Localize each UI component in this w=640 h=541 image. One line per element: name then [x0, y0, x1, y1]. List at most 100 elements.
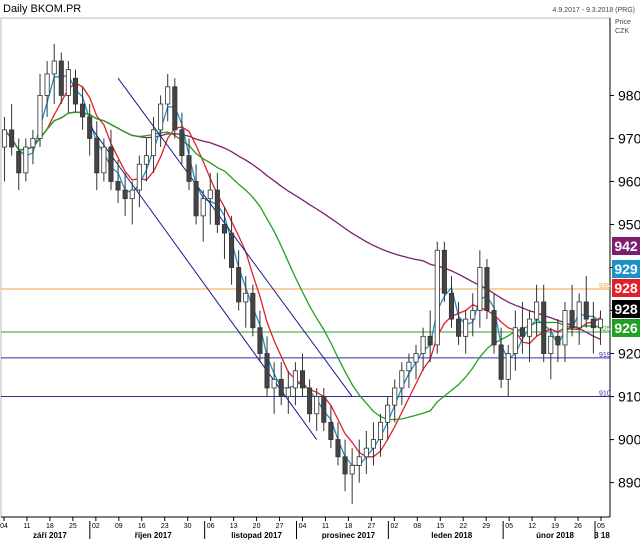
y-tick-960: 960: [618, 173, 640, 189]
price-badges: 942 929 928 928 926: [612, 237, 640, 337]
level-label-919: 919: [599, 352, 611, 359]
candle: [363, 430, 369, 474]
candle: [221, 207, 227, 259]
trend-line-0: [117, 77, 353, 397]
candle-body: [534, 301, 540, 320]
price-badge-value: 928: [614, 301, 638, 317]
level-label-935: 935: [599, 283, 611, 290]
candle: [271, 362, 277, 414]
candle: [122, 172, 128, 216]
candle-body: [65, 69, 71, 96]
x-tick: 04: [0, 523, 8, 530]
price-badge-value: 929: [614, 261, 638, 277]
candle-body: [16, 150, 22, 174]
candle: [158, 95, 164, 148]
candle-body: [314, 396, 320, 415]
candle: [9, 104, 15, 156]
candle: [342, 439, 348, 492]
candle: [505, 344, 511, 397]
candle-body: [392, 387, 398, 406]
candle: [569, 284, 575, 337]
candle-body: [555, 335, 561, 346]
candle-body: [165, 86, 171, 105]
candle-body: [179, 129, 185, 157]
candle: [597, 310, 603, 345]
candle: [555, 319, 561, 363]
candle-body: [363, 447, 369, 458]
candle-body: [484, 267, 490, 311]
candle-body: [477, 267, 483, 311]
candle: [526, 310, 533, 363]
candle-body: [548, 335, 554, 354]
candle: [30, 129, 36, 165]
candle-body: [214, 189, 220, 225]
y-tick-980: 980: [618, 87, 640, 103]
candle-body: [349, 464, 355, 475]
candle-body: [87, 116, 93, 139]
candle-body: [427, 335, 433, 346]
candle: [278, 362, 284, 406]
candle: [72, 69, 79, 113]
candle-body: [335, 439, 341, 458]
candle: [58, 52, 64, 105]
candle-body: [51, 60, 57, 75]
candle-body: [271, 378, 277, 389]
candle: [65, 61, 71, 113]
candle: [129, 181, 135, 225]
candle: [441, 241, 447, 302]
candle: [51, 43, 57, 105]
candle: [165, 73, 171, 122]
x-tick: 12: [528, 523, 536, 530]
candle: [44, 61, 50, 117]
x-tick: 26: [574, 523, 582, 530]
candle-body: [420, 335, 426, 354]
candle: [307, 379, 313, 423]
candle-body: [72, 77, 79, 105]
candle-body: [136, 163, 142, 191]
x-tick: 13: [230, 523, 238, 530]
candle-body: [583, 301, 589, 320]
candle: [314, 387, 320, 431]
currency-label: CZK: [615, 28, 629, 35]
y-tick-920: 920: [618, 346, 640, 362]
candle: [392, 379, 398, 423]
candle-body: [413, 353, 419, 363]
month-label: leden 2018: [431, 531, 472, 540]
x-tick: 11: [322, 523, 329, 530]
candle: [562, 301, 568, 363]
price-badge-value: 928: [614, 280, 638, 296]
candle: [23, 138, 29, 182]
candle: [448, 276, 455, 328]
candle: [328, 405, 334, 449]
x-axis: 04 11 18 25 02 09 16 23 30 06 13 20 27 04 11 18 27 02 08 15…: [0, 517, 610, 540]
candle: [150, 116, 157, 173]
candle-body: [356, 456, 362, 466]
x-tick: 22: [459, 523, 467, 530]
month-label: prosinec 2017: [322, 531, 376, 540]
x-tick: 06: [207, 523, 215, 530]
candle: [236, 250, 242, 311]
candle: [87, 104, 93, 156]
price-badge-value: 942: [614, 238, 638, 254]
candle: [477, 250, 483, 328]
candle: [179, 112, 185, 165]
candle: [484, 258, 490, 320]
x-tick: 11: [23, 523, 30, 530]
candle: [321, 387, 327, 431]
candle-body: [122, 189, 128, 200]
candle-body: [221, 224, 227, 234]
candle-body: [370, 439, 376, 449]
candle: [37, 73, 43, 148]
candle: [172, 78, 178, 139]
x-tick: 15: [436, 523, 444, 530]
candle: [420, 327, 426, 371]
candle-body: [569, 310, 575, 329]
candle: [356, 439, 362, 483]
y-tick-900: 900: [618, 432, 640, 448]
candle: [285, 370, 291, 414]
candle-body: [129, 189, 135, 200]
candle-body: [150, 129, 157, 157]
candle-body: [406, 361, 412, 372]
month-label: 3 18: [594, 531, 610, 540]
